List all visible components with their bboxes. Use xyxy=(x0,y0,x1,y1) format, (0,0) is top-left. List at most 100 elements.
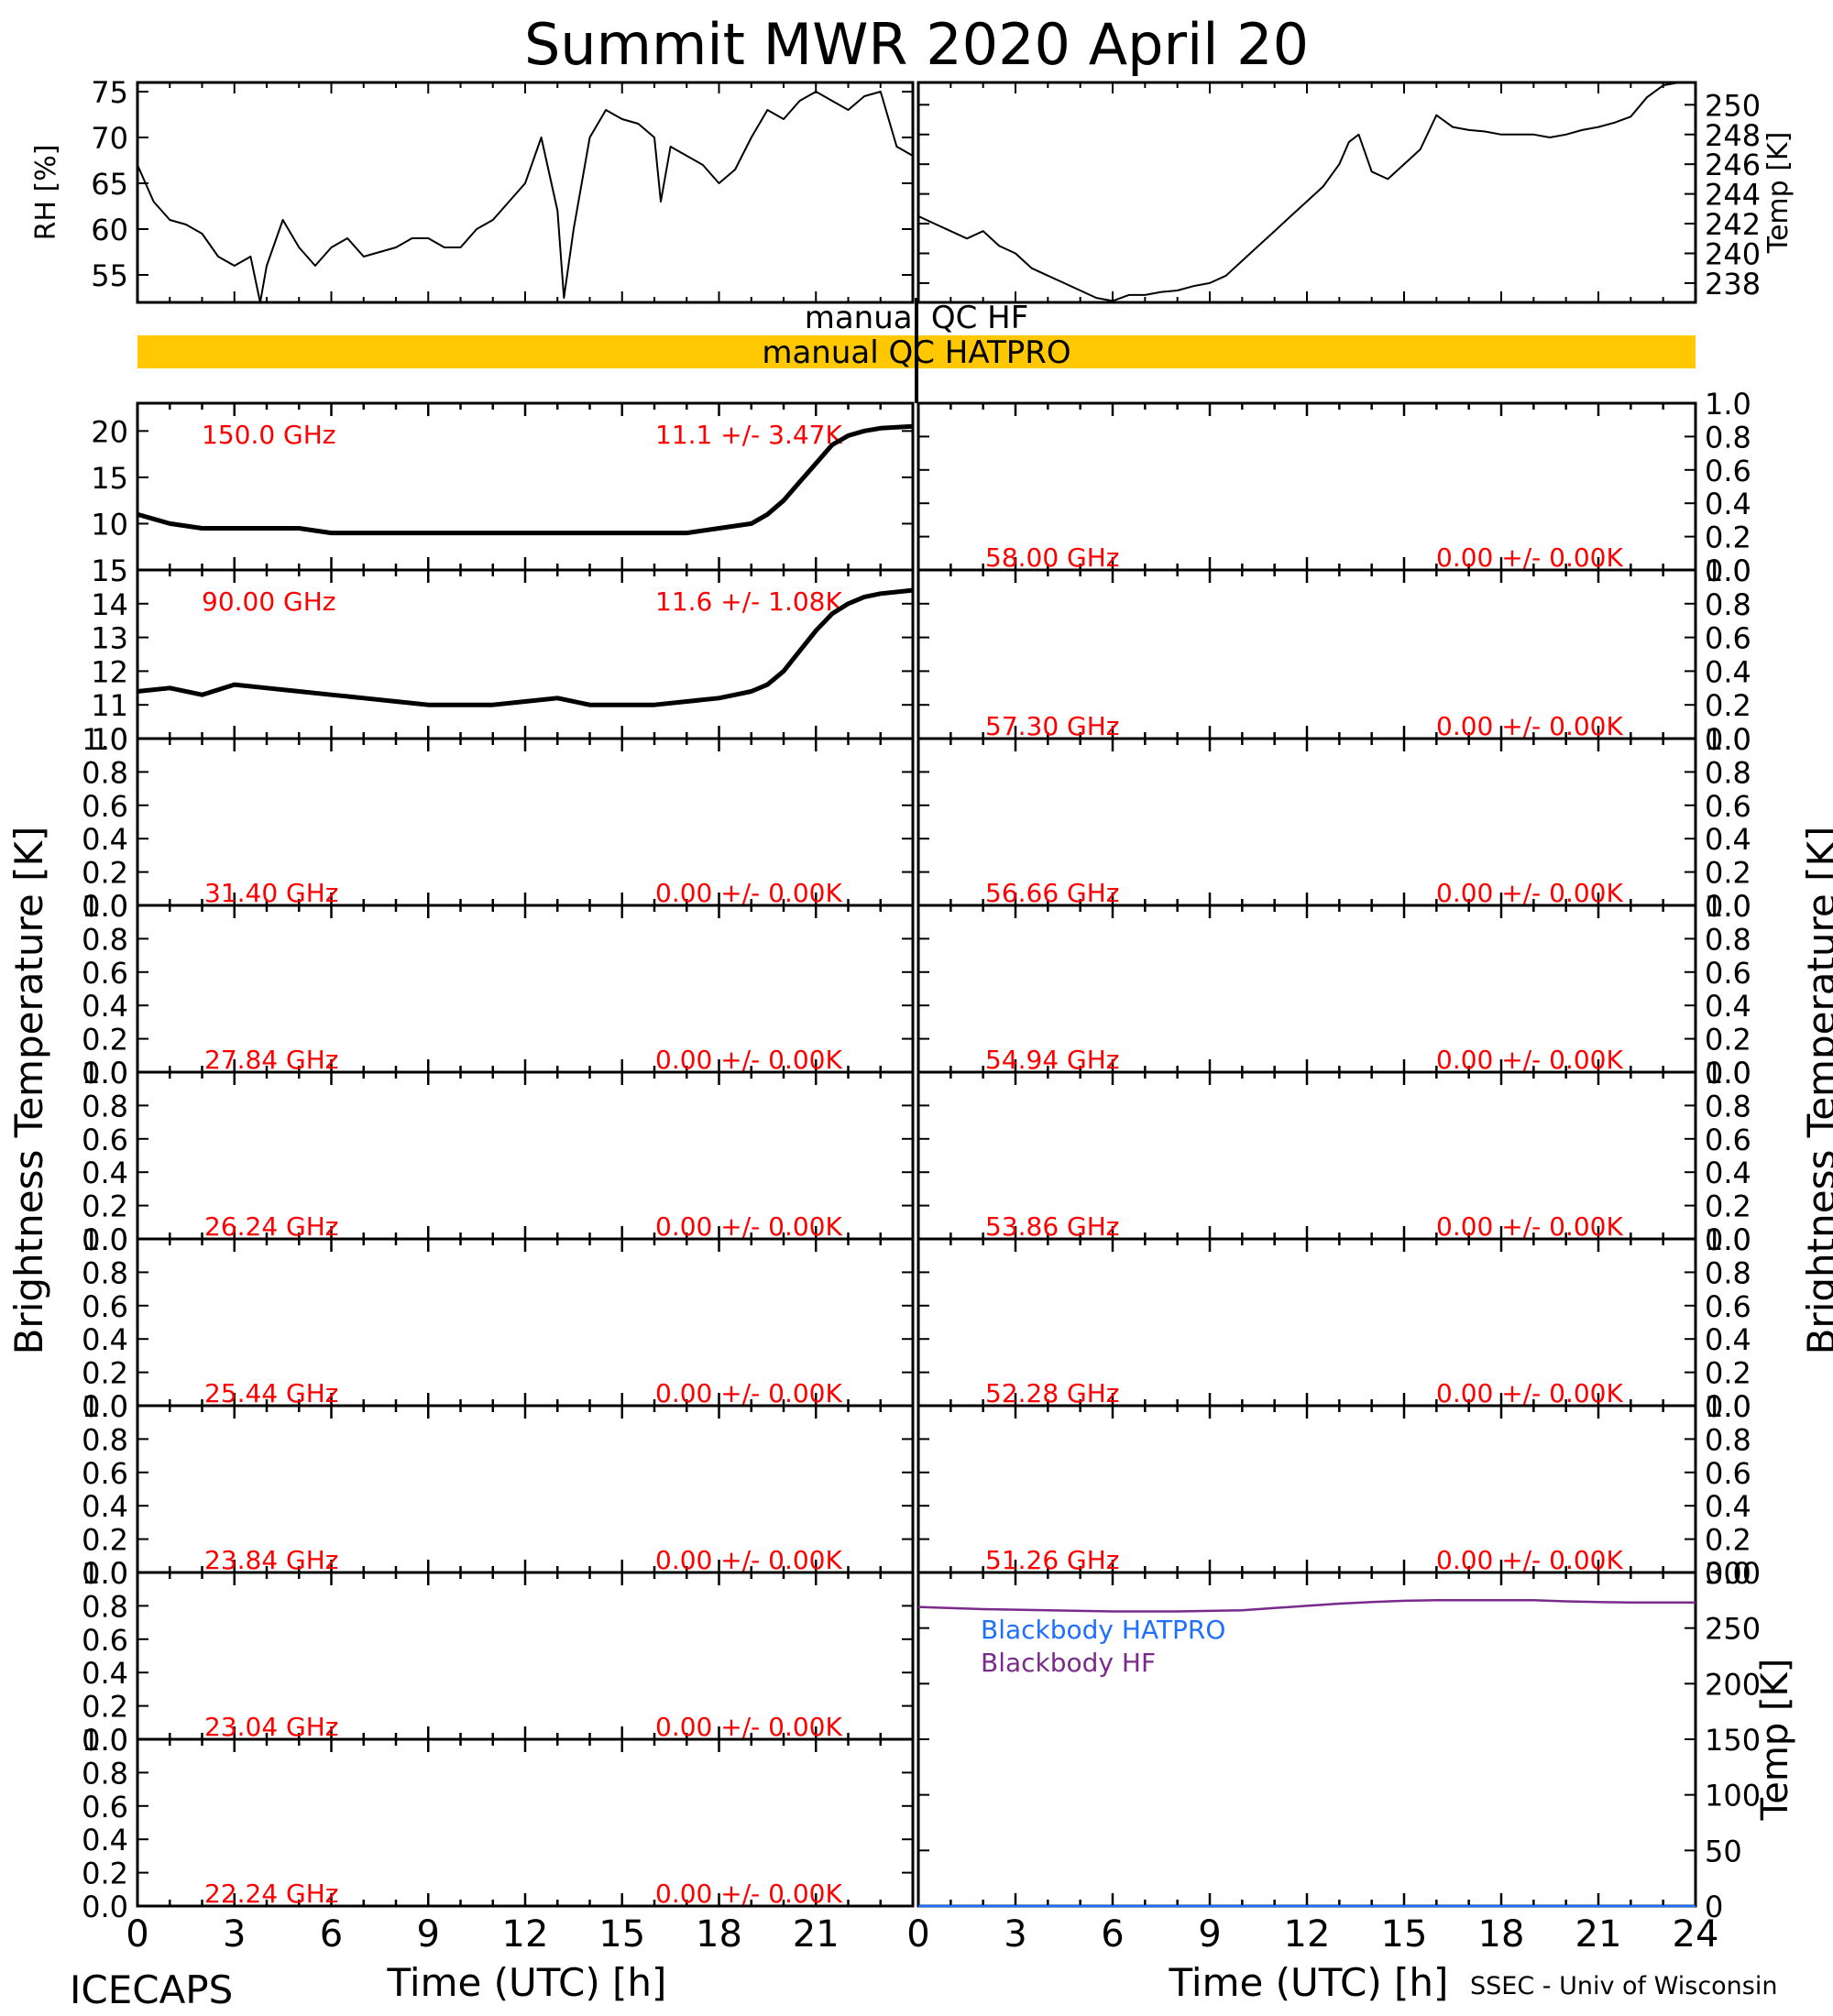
stat-label: 0.00 +/- 0.00K xyxy=(655,1378,842,1408)
y-tick-label: 0.6 xyxy=(1705,956,1751,991)
y-tick-label: 0.0 xyxy=(1705,722,1751,757)
y-tick-label: 0.4 xyxy=(82,1322,128,1357)
time-tick-label: 12 xyxy=(502,1913,549,1956)
tb-ylabel-left: Brightness Temperature [K] xyxy=(6,827,51,1355)
y-tick-label: 0.2 xyxy=(1705,1523,1751,1558)
y-tick-label: 0.8 xyxy=(82,1589,128,1624)
y-tick-label: 250 xyxy=(1705,1612,1761,1647)
y-tick-label: 1.0 xyxy=(1705,889,1751,924)
y-tick-label: 0.2 xyxy=(82,1523,128,1558)
legend-entry: Blackbody HATPRO xyxy=(981,1615,1225,1645)
stat-label: 0.00 +/- 0.00K xyxy=(1436,1545,1623,1575)
time-tick-label: 0 xyxy=(126,1913,148,1956)
y-tick-label: 0.2 xyxy=(82,856,128,891)
freq-label: 51.26 GHz xyxy=(985,1545,1120,1575)
y-tick-label: 0.8 xyxy=(1705,1255,1751,1290)
y-tick-label: 0.0 xyxy=(82,1890,128,1924)
panel-tb_23_04: 0.00.20.40.60.81.023.04 GHz 0.00 +/- 0.00… xyxy=(82,1556,915,1758)
y-tick-label: 0.6 xyxy=(82,956,128,991)
y-axis-label: RH [%] xyxy=(30,145,62,241)
y-tick-label: 0.2 xyxy=(82,1356,128,1391)
freq-label: 26.24 GHz xyxy=(204,1211,339,1242)
y-tick-label: 300 xyxy=(1705,1556,1761,1591)
freq-label: 31.40 GHz xyxy=(204,878,339,908)
y-tick-label: 0.8 xyxy=(82,1422,128,1457)
y-tick-label: 65 xyxy=(91,167,128,202)
y-tick-label: 0.6 xyxy=(82,1123,128,1157)
freq-label: 57.30 GHz xyxy=(985,711,1120,741)
y-tick-label: 200 xyxy=(1705,1667,1761,1702)
panel-tb_22: 0.00.20.40.60.81.022.24 GHz 0.00 +/- 0.00… xyxy=(82,1723,915,1924)
y-tick-label: 250 xyxy=(1705,88,1761,123)
freq-label: 53.86 GHz xyxy=(985,1211,1120,1242)
time-tick-label: 18 xyxy=(1478,1913,1525,1956)
y-tick-label: 0.8 xyxy=(1705,1422,1751,1457)
panel-tb_26: 0.00.20.40.60.81.026.24 GHz 0.00 +/- 0.00… xyxy=(82,1056,915,1257)
y-tick-label: 11 xyxy=(91,688,128,723)
y-tick-label: 1.0 xyxy=(1705,1056,1751,1090)
stat-label: 0.00 +/- 0.00K xyxy=(1436,1045,1623,1075)
time-tick-label: 12 xyxy=(1284,1913,1331,1956)
footer-ssec: SSEC - Univ of Wisconsin xyxy=(1470,1972,1777,2000)
y-tick-label: 70 xyxy=(91,121,128,156)
y-tick-label: 0.0 xyxy=(82,889,128,924)
time-tick-label: 21 xyxy=(793,1913,840,1956)
y-tick-label: 0.2 xyxy=(82,1023,128,1057)
y-tick-label: 0.4 xyxy=(1705,487,1751,521)
time-tick-label: 15 xyxy=(598,1913,645,1956)
y-tick-label: 0.0 xyxy=(82,1556,128,1591)
y-tick-label: 242 xyxy=(1705,207,1761,242)
panel-tb_27: 0.00.20.40.60.81.027.84 GHz 0.00 +/- 0.00… xyxy=(82,889,915,1090)
y-tick-label: 150 xyxy=(1705,1723,1761,1758)
stat-label: 0.00 +/- 0.00K xyxy=(655,1879,842,1909)
panel-rh: 55 60 65 70 75 RH [%] xyxy=(30,75,915,304)
stat-label: 0.00 +/- 0.00K xyxy=(1436,1211,1623,1242)
y-tick-label: 0.4 xyxy=(1705,822,1751,857)
stat-label: 0.00 +/- 0.00K xyxy=(655,1712,842,1742)
y-tick-label: 60 xyxy=(91,213,128,247)
panel-tb_57: 0.00.20.40.60.81.057.30 GHz 0.00 +/- 0.00… xyxy=(916,553,1751,757)
figure-title: Summit MWR 2020 April 20 xyxy=(524,11,1309,78)
y-tick-label: 0.0 xyxy=(1705,1389,1751,1424)
y-tick-label: 0.8 xyxy=(82,922,128,957)
y-tick-label: 240 xyxy=(1705,236,1761,271)
panel-tb_51: 0.00.20.40.60.81.051.26 GHz 0.00 +/- 0.00… xyxy=(916,1389,1751,1591)
y-tick-label: 100 xyxy=(1705,1779,1761,1813)
panel-tb_52: 0.00.20.40.60.81.052.28 GHz 0.00 +/- 0.00… xyxy=(916,1222,1751,1424)
series-line xyxy=(137,587,914,707)
series-line xyxy=(137,91,914,303)
time-tick-label: 15 xyxy=(1381,1913,1428,1956)
freq-label: 150.0 GHz xyxy=(202,420,336,450)
y-tick-label: 1.0 xyxy=(82,1389,128,1424)
y-tick-label: 0.8 xyxy=(1705,922,1751,957)
time-xlabel-left: Time (UTC) [h] xyxy=(387,1960,667,2005)
y-tick-label: 1.0 xyxy=(82,722,128,757)
y-tick-label: 0.2 xyxy=(82,1857,128,1891)
panel-tb_53: 0.00.20.40.60.81.053.86 GHz 0.00 +/- 0.00… xyxy=(916,1056,1751,1257)
y-tick-label: 0.2 xyxy=(1705,1356,1751,1391)
freq-label: 56.66 GHz xyxy=(985,878,1120,908)
stat-label: 0.00 +/- 0.00K xyxy=(655,1045,842,1075)
y-tick-label: 0.0 xyxy=(1705,1056,1751,1090)
y-tick-label: 13 xyxy=(91,621,128,656)
series-line xyxy=(137,423,914,536)
y-tick-label: 0.8 xyxy=(1705,1089,1751,1123)
panel-blackbody: 0 50 100 150 200 250 300 Blackbody HATPROBlackb… xyxy=(916,1556,1796,1924)
y-tick-label: 0.0 xyxy=(82,1222,128,1257)
time-tick-label: 3 xyxy=(223,1913,246,1956)
legend-entry: Blackbody HF xyxy=(981,1648,1156,1678)
y-tick-label: 246 xyxy=(1705,148,1761,182)
panel-tb_25: 0.00.20.40.60.81.025.44 GHz 0.00 +/- 0.00… xyxy=(82,1222,915,1424)
y-tick-label: 50 xyxy=(1705,1834,1742,1868)
y-tick-label: 0.4 xyxy=(1705,1489,1751,1524)
y-tick-label: 0.6 xyxy=(1705,454,1751,488)
time-tick-label: 21 xyxy=(1575,1913,1622,1956)
y-tick-label: 1.0 xyxy=(1705,387,1751,422)
time-xlabel-right: Time (UTC) [h] xyxy=(1169,1960,1449,2005)
y-tick-label: 15 xyxy=(91,553,128,588)
freq-label: 90.00 GHz xyxy=(202,586,336,617)
stat-label: 11.1 +/- 3.47K xyxy=(655,420,842,450)
y-tick-label: 1.0 xyxy=(82,1723,128,1758)
y-tick-label: 0.8 xyxy=(82,1255,128,1290)
